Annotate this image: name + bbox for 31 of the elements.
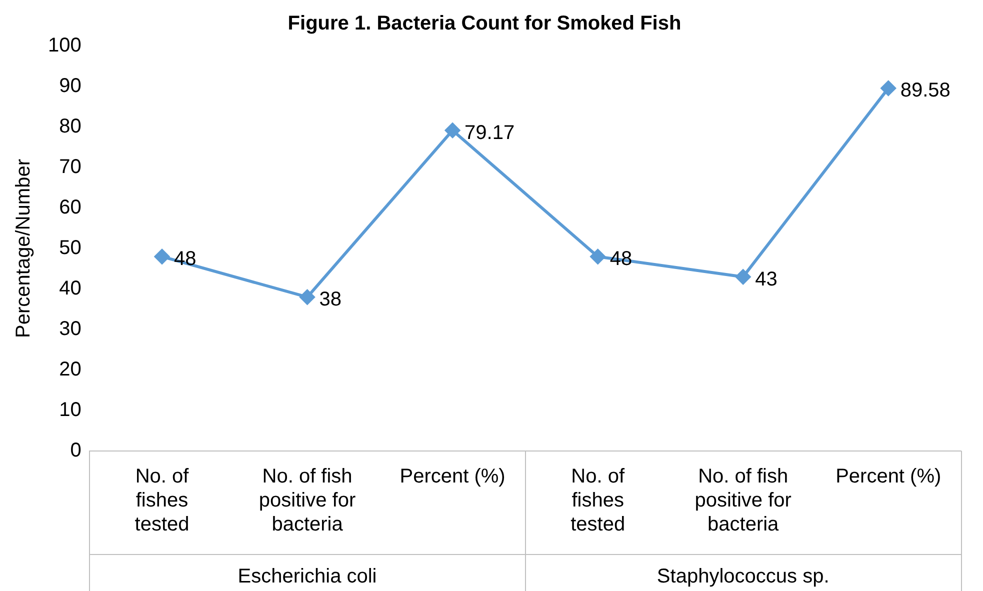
x-tick-label: Percent (%) bbox=[400, 466, 506, 488]
y-tick-label: 10 bbox=[59, 399, 82, 422]
y-tick-label: 80 bbox=[59, 116, 82, 138]
y-axis-title: Percentage/Number bbox=[12, 158, 35, 338]
x-tick-label: No. of fishes tested bbox=[134, 466, 190, 536]
y-tick-label: 30 bbox=[59, 318, 82, 340]
x-tick-label: Percent (%) bbox=[836, 466, 942, 488]
y-tick-label: 70 bbox=[59, 156, 82, 178]
point bbox=[736, 269, 751, 284]
y-tick-label: 90 bbox=[59, 75, 82, 98]
point bbox=[154, 249, 170, 264]
y-tick-label: 40 bbox=[59, 278, 82, 300]
y-tick-label: 0 bbox=[70, 440, 82, 462]
data-label: 79.17 bbox=[464, 122, 515, 144]
x-tick-label: No. of fish positive for bacteria bbox=[694, 466, 792, 536]
point bbox=[880, 80, 896, 96]
y-tick-label: 60 bbox=[59, 196, 82, 219]
data-label: 89.58 bbox=[900, 80, 950, 102]
x-tick-label: No. of fish positive for bacteria bbox=[258, 466, 356, 536]
data-label: 38 bbox=[319, 288, 342, 311]
text: Staphylococcus sp. bbox=[656, 566, 830, 588]
point bbox=[445, 122, 460, 138]
chart-title: Figure 1. Bacteria Count for Smoked Fish bbox=[288, 12, 682, 35]
y-tick-label: 20 bbox=[59, 358, 82, 381]
x-tick-label: No. of fishes tested bbox=[570, 466, 626, 536]
y-tick-label: 50 bbox=[59, 237, 82, 260]
y-tick-label: 100 bbox=[48, 34, 82, 57]
text: Escherichia coli bbox=[238, 566, 377, 588]
point bbox=[300, 290, 315, 305]
point bbox=[590, 249, 606, 264]
data-label: 43 bbox=[755, 268, 778, 290]
